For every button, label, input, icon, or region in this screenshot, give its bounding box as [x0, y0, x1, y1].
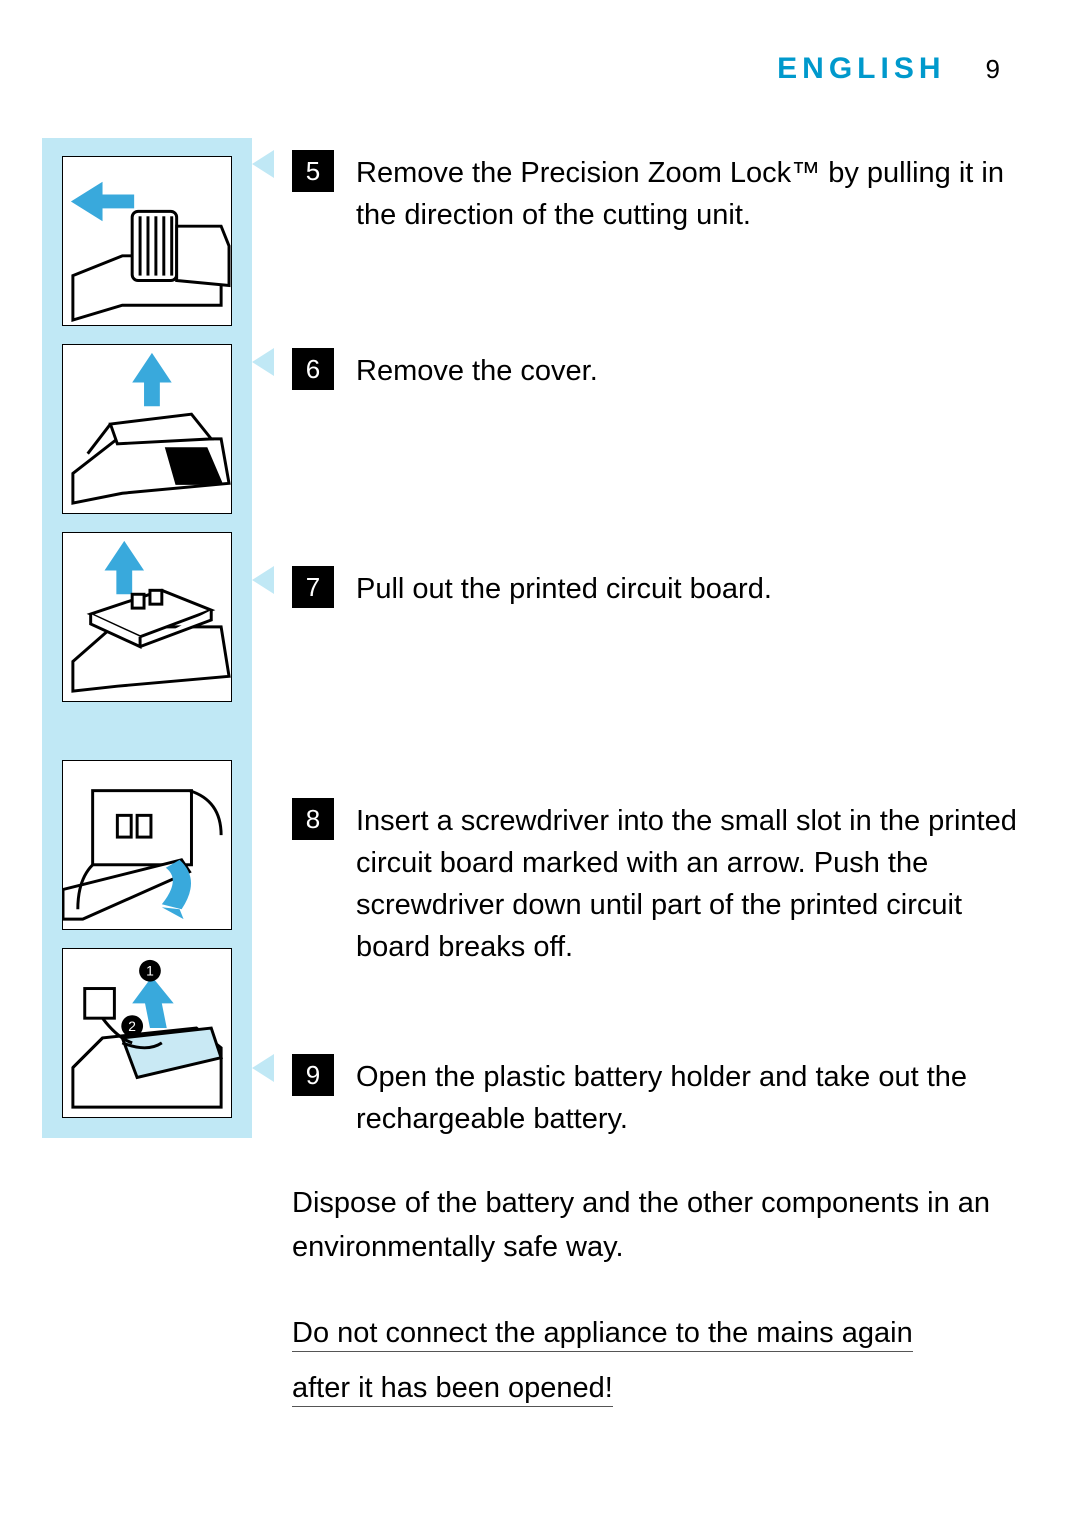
pointer-icon	[252, 566, 274, 594]
step-number-badge: 7	[292, 566, 334, 608]
illustration-step-7	[62, 532, 232, 702]
svg-text:1: 1	[146, 963, 154, 979]
warning-line-2: after it has been opened!	[292, 1372, 613, 1407]
warning-paragraph: Do not connect the appliance to the main…	[292, 1306, 913, 1416]
illustration-step-5	[62, 156, 232, 326]
step-number-badge: 6	[292, 348, 334, 390]
step-number-badge: 9	[292, 1054, 334, 1096]
step-8-text: Insert a screwdriver into the small slot…	[356, 798, 1032, 968]
step-9-text: Open the plastic battery holder and take…	[356, 1054, 1032, 1140]
step-5-text: Remove the Precision Zoom Lock™ by pulli…	[356, 150, 1032, 236]
pointer-icon	[252, 348, 274, 376]
pointer-icon	[252, 150, 274, 178]
step-number-badge: 5	[292, 150, 334, 192]
pointer-icon	[252, 1054, 274, 1082]
illustration-step-8	[62, 760, 232, 930]
warning-line-1: Do not connect the appliance to the main…	[292, 1317, 913, 1352]
illustration-column: 1 2	[42, 138, 252, 1138]
header-page-number: 9	[986, 54, 1000, 85]
step-5-row: 5 Remove the Precision Zoom Lock™ by pul…	[292, 150, 1032, 236]
step-6-row: 6 Remove the cover.	[292, 348, 598, 392]
page: ENGLISH 9	[0, 0, 1080, 1523]
step-9-row: 9 Open the plastic battery holder and ta…	[292, 1054, 1032, 1140]
illustration-step-6	[62, 344, 232, 514]
step-7-row: 7 Pull out the printed circuit board.	[292, 566, 772, 610]
step-number-badge: 8	[292, 798, 334, 840]
illustration-step-9: 1 2	[62, 948, 232, 1118]
step-6-text: Remove the cover.	[356, 348, 598, 392]
step-8-row: 8 Insert a screwdriver into the small sl…	[292, 798, 1032, 968]
step-7-text: Pull out the printed circuit board.	[356, 566, 772, 610]
disposal-paragraph: Dispose of the battery and the other com…	[292, 1182, 1032, 1269]
header-language: ENGLISH	[777, 52, 945, 86]
svg-text:2: 2	[128, 1018, 136, 1034]
page-header: ENGLISH 9	[777, 52, 1000, 86]
